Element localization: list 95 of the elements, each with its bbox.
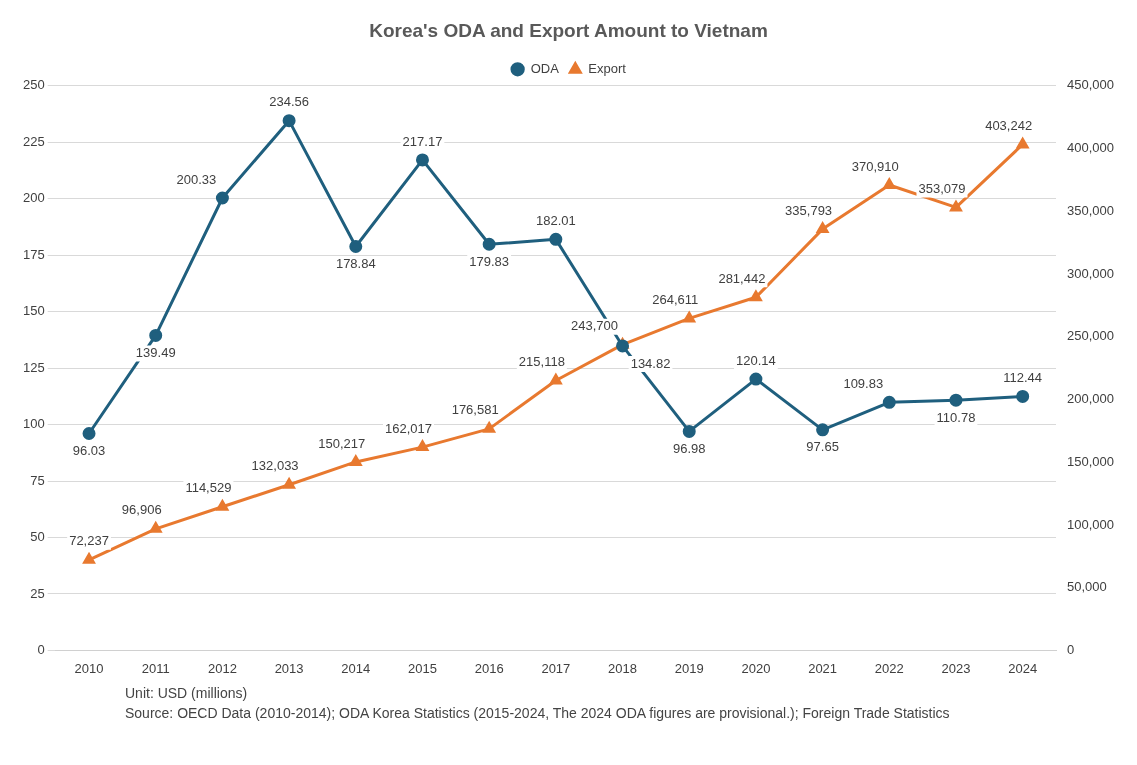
- point: [949, 393, 963, 407]
- y2-tick-label: 50,000: [1067, 579, 1107, 595]
- x-tick-label: 2020: [741, 660, 771, 676]
- y-tick-label: 250: [22, 77, 45, 93]
- point: [349, 240, 363, 254]
- x-tick-label: 2018: [608, 660, 637, 676]
- legend-label: Export: [588, 60, 627, 76]
- y-tick-label: 75: [30, 472, 45, 488]
- y-tick-label: 200: [22, 190, 45, 206]
- data-label: 96,906: [121, 502, 162, 518]
- point: [416, 440, 429, 452]
- point: [149, 328, 163, 342]
- y-tick-label: 0: [37, 641, 45, 657]
- x-tick-label: 2024: [1008, 660, 1038, 676]
- point: [415, 153, 429, 167]
- data-label: 162,017: [384, 420, 432, 436]
- y-tick-label: 175: [22, 246, 45, 262]
- data-label: 243,700: [571, 318, 619, 334]
- x-tick-label: 2010: [74, 660, 104, 676]
- text: Unit: USD (millions): [125, 684, 249, 703]
- x-tick-label: 2011: [141, 660, 170, 676]
- y-tick-label: 25: [30, 585, 45, 601]
- x-tick-label: 2017: [541, 660, 571, 676]
- data-label: 176,581: [451, 402, 499, 418]
- x-tick-label: 2016: [474, 660, 504, 676]
- y-tick-label: 225: [22, 133, 45, 149]
- point: [750, 290, 762, 302]
- point: [549, 232, 563, 246]
- data-label: 179.83: [469, 253, 510, 269]
- data-label: 234.56: [269, 94, 309, 110]
- legend-label: ODA: [530, 60, 560, 76]
- data-label: 150,217: [318, 435, 366, 451]
- point: [282, 114, 296, 128]
- point: [215, 191, 229, 205]
- data-label: 112.44: [1003, 370, 1043, 386]
- x-tick-label: 2019: [674, 660, 704, 676]
- point: [883, 178, 896, 190]
- y-tick-label: 125: [22, 359, 45, 375]
- point: [1016, 137, 1029, 149]
- point: [82, 427, 96, 441]
- point: [683, 311, 696, 323]
- point: [816, 423, 830, 437]
- data-label: 178.84: [335, 256, 376, 272]
- point: [682, 424, 696, 438]
- data-label: 215,118: [518, 354, 565, 370]
- point: [616, 339, 630, 353]
- data-label: 72,237: [69, 533, 109, 549]
- point: [83, 553, 95, 564]
- data-label: 97.65: [806, 439, 839, 455]
- point: [882, 395, 896, 409]
- data-label: 132,033: [251, 458, 299, 474]
- x-tick-label: 2013: [274, 660, 304, 676]
- x-tick-label: 2015: [408, 660, 437, 676]
- source-note: Source: OECD Data (2010-2014); ODA Korea Statistics (2015-2024, The 2024 ODA figures are provisional.); Foreign Trade Statistics: [125, 704, 951, 723]
- data-label: 281,442: [718, 270, 766, 286]
- x-tick-label: 2012: [207, 660, 237, 676]
- y2-tick-label: 150,000: [1067, 453, 1115, 469]
- data-label: 96.03: [72, 443, 106, 459]
- data-label: 200.33: [176, 171, 217, 187]
- y2-tick-label: 250,000: [1067, 328, 1115, 344]
- data-label: 114,529: [185, 480, 232, 496]
- chart-title: Korea's ODA and Export Amount to Vietnam: [369, 19, 768, 41]
- data-label: 335,793: [785, 202, 833, 218]
- point: [482, 237, 496, 251]
- y2-tick-label: 100,000: [1067, 516, 1115, 532]
- point: [1016, 389, 1030, 403]
- y-tick-label: 50: [30, 529, 45, 545]
- data-label: 109.83: [843, 375, 884, 391]
- y2-tick-label: 350,000: [1067, 202, 1115, 218]
- point: [816, 222, 829, 234]
- y2-tick-label: 0: [1067, 641, 1075, 657]
- y2-tick-label: 400,000: [1067, 140, 1115, 156]
- y2-tick-label: 300,000: [1067, 265, 1115, 281]
- data-label: 134.82: [630, 355, 671, 371]
- x-tick-label: 2023: [941, 660, 971, 676]
- y-tick-label: 100: [22, 416, 45, 432]
- data-label: 182.01: [535, 212, 576, 228]
- point: [749, 372, 763, 386]
- x-tick-label: 2014: [341, 660, 371, 676]
- x-tick-label: 2021: [808, 660, 838, 676]
- data-label: 96.98: [672, 440, 706, 456]
- x-tick-label: 2022: [874, 660, 904, 676]
- y2-tick-label: 450,000: [1067, 77, 1115, 93]
- data-label: 264,611: [652, 291, 699, 307]
- y2-tick-label: 200,000: [1067, 391, 1115, 407]
- data-label: 139.49: [135, 344, 176, 360]
- data-label: 353,079: [918, 180, 966, 196]
- point: [950, 200, 962, 212]
- y-tick-label: 150: [22, 303, 45, 319]
- data-label: 110.78: [936, 409, 976, 425]
- data-label: 403,242: [985, 118, 1033, 134]
- point: [349, 455, 362, 466]
- data-label: 217.17: [402, 133, 443, 149]
- data-label: 370,910: [851, 158, 899, 174]
- data-label: 120.14: [736, 352, 776, 368]
